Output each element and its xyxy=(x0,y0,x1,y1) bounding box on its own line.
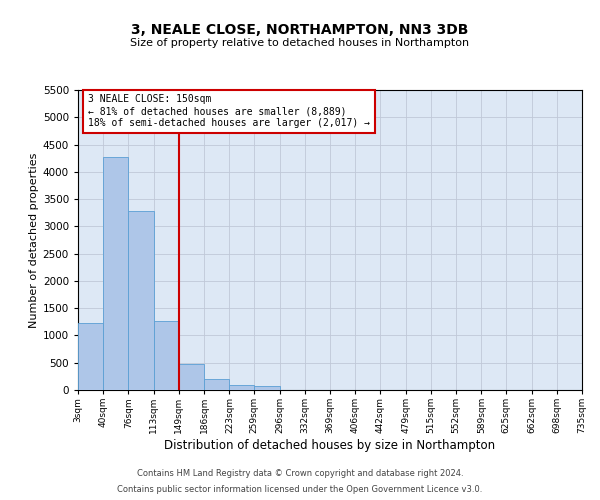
X-axis label: Distribution of detached houses by size in Northampton: Distribution of detached houses by size … xyxy=(164,439,496,452)
Text: Contains HM Land Registry data © Crown copyright and database right 2024.: Contains HM Land Registry data © Crown c… xyxy=(137,468,463,477)
Bar xyxy=(128,211,154,390)
Y-axis label: Number of detached properties: Number of detached properties xyxy=(29,152,38,328)
Text: 3, NEALE CLOSE, NORTHAMPTON, NN3 3DB: 3, NEALE CLOSE, NORTHAMPTON, NN3 3DB xyxy=(131,22,469,36)
Bar xyxy=(179,364,204,390)
Text: 3 NEALE CLOSE: 150sqm
← 81% of detached houses are smaller (8,889)
18% of semi-d: 3 NEALE CLOSE: 150sqm ← 81% of detached … xyxy=(88,94,370,128)
Text: Contains public sector information licensed under the Open Government Licence v3: Contains public sector information licen… xyxy=(118,485,482,494)
Bar xyxy=(204,379,229,390)
Text: Size of property relative to detached houses in Northampton: Size of property relative to detached ho… xyxy=(130,38,470,48)
Bar xyxy=(103,156,128,390)
Bar xyxy=(254,386,280,390)
Bar xyxy=(229,385,254,390)
Bar xyxy=(154,320,179,390)
Bar xyxy=(78,323,103,390)
